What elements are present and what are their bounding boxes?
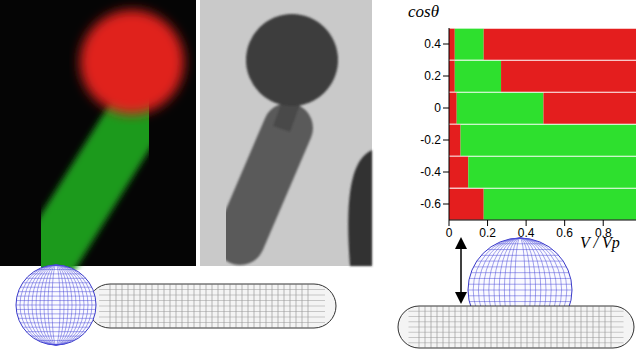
svg-text:0.6: 0.6 (556, 226, 573, 240)
svg-text:0: 0 (434, 101, 441, 115)
svg-text:0.4: 0.4 (518, 226, 535, 240)
svg-text:0.4: 0.4 (424, 37, 441, 51)
svg-text:0.2: 0.2 (479, 226, 496, 240)
svg-text:0: 0 (446, 226, 453, 240)
svg-text:-0.4: -0.4 (420, 165, 441, 179)
svg-text:-0.2: -0.2 (420, 133, 441, 147)
svg-text:0.2: 0.2 (424, 69, 441, 83)
svg-text:-0.6: -0.6 (420, 197, 441, 211)
